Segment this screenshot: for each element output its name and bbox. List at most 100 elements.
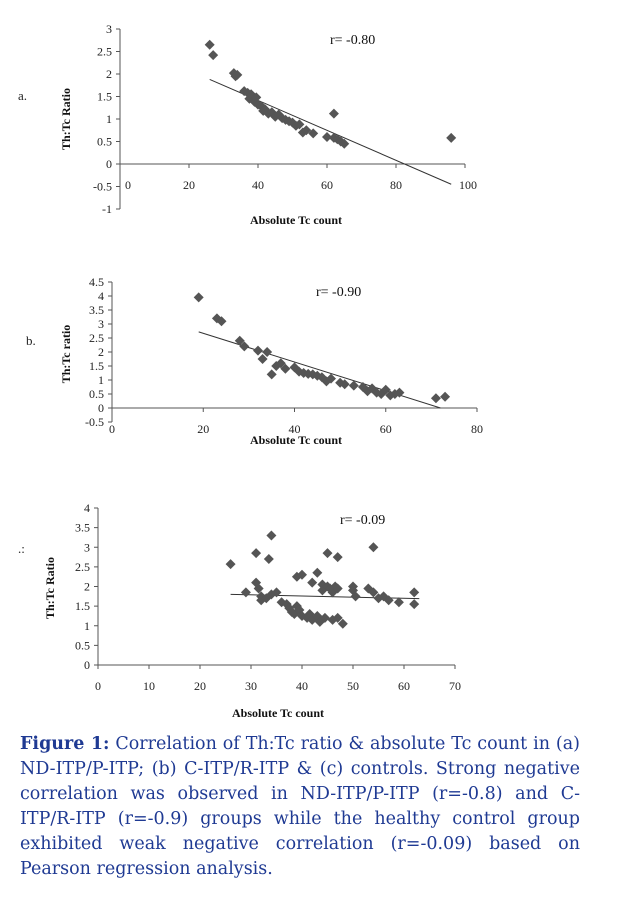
chart1-point bbox=[208, 50, 219, 61]
chart2-point bbox=[239, 341, 250, 352]
chart2-point bbox=[430, 393, 441, 404]
chart3-point bbox=[307, 577, 318, 588]
chart3-x-tick-label: 40 bbox=[296, 679, 308, 693]
chart1-x-tick-label: 100 bbox=[459, 178, 477, 192]
chart2-x-tick-label: 0 bbox=[109, 422, 115, 436]
chart1-point bbox=[294, 119, 305, 130]
chart3-point bbox=[266, 530, 277, 541]
chart2-point bbox=[440, 391, 451, 402]
chart2-trendline bbox=[198, 331, 441, 409]
chart1-correlation-label: r= -0.80 bbox=[330, 33, 375, 48]
chart3-x-tick-label: 10 bbox=[143, 679, 155, 693]
chart2-y-tick-label: 0.5 bbox=[89, 387, 104, 401]
chart1-point bbox=[308, 128, 319, 139]
chart2-point bbox=[266, 369, 277, 380]
chart3-x-tick-label: 0 bbox=[95, 679, 101, 693]
chart3-point bbox=[251, 548, 262, 559]
chart3-point bbox=[271, 587, 282, 598]
chart1-y-tick-label: 1 bbox=[106, 112, 112, 126]
chart1-point bbox=[339, 138, 350, 149]
chart1-x-tick-label: 60 bbox=[321, 178, 333, 192]
chart2-y-axis-label: Th:Tc ratio bbox=[59, 325, 73, 384]
chart3-point bbox=[350, 591, 361, 602]
chart3-point bbox=[312, 567, 323, 578]
chart2-x-tick-label: 60 bbox=[380, 422, 392, 436]
chart3-y-tick-label: 1 bbox=[84, 619, 90, 633]
chart2-point bbox=[234, 335, 245, 346]
chart1-panel-label: a. bbox=[18, 88, 27, 103]
chart2-x-tick-label: 40 bbox=[289, 422, 301, 436]
chart3-point bbox=[225, 559, 236, 570]
chart2-point bbox=[380, 384, 391, 395]
chart2-y-tick-label: 3 bbox=[98, 317, 104, 331]
chart3-point bbox=[368, 542, 379, 553]
figure-caption: Figure 1: Correlation of Th:Tc ratio & a… bbox=[20, 732, 580, 882]
chart3-y-axis-label: Th:Tc Ratio bbox=[43, 557, 57, 619]
chart3-x-tick-label: 20 bbox=[194, 679, 206, 693]
chart2-panel-label: b. bbox=[26, 333, 36, 348]
chart2-y-tick-label: 3.5 bbox=[89, 303, 104, 317]
chart1-y-tick-label: -1 bbox=[102, 202, 112, 216]
chart3-point bbox=[319, 612, 330, 623]
chart1-point bbox=[322, 132, 332, 142]
chart3-x-axis-label: Absolute Tc count bbox=[232, 706, 324, 720]
chart3-point bbox=[263, 554, 274, 565]
chart3-y-tick-label: 3.5 bbox=[75, 521, 90, 535]
chart3-point bbox=[253, 583, 264, 594]
chart3-point bbox=[383, 595, 394, 606]
chart3-point bbox=[332, 612, 343, 623]
chart1-y-tick-label: 3 bbox=[106, 22, 112, 36]
chart3-x-tick-label: 50 bbox=[347, 679, 359, 693]
chart2-y-tick-label: 0 bbox=[98, 401, 104, 415]
chart3-y-tick-label: 4 bbox=[84, 501, 90, 515]
chart3-panel-label: .: bbox=[18, 541, 25, 556]
chart1-y-tick-label: 0.5 bbox=[97, 135, 112, 149]
chart2-point bbox=[262, 347, 273, 357]
chart3-point bbox=[409, 587, 420, 598]
chart2-point bbox=[280, 363, 291, 374]
chart3-point bbox=[297, 569, 307, 580]
chart1-point bbox=[328, 108, 339, 119]
chart3-y-tick-label: 3 bbox=[84, 540, 90, 554]
chart1-x-tick-label: 0 bbox=[125, 178, 131, 192]
chart2-point bbox=[394, 387, 405, 398]
chart1-y-axis-label: Th:Tc Ratio bbox=[59, 88, 73, 150]
chart3-y-tick-label: 2 bbox=[84, 580, 90, 594]
chart1-x-tick-label: 80 bbox=[390, 178, 402, 192]
chart3-point bbox=[393, 597, 404, 608]
chart1-y-tick-label: 2 bbox=[106, 67, 112, 81]
caption-text: Correlation of Th:Tc ratio & absolute Tc… bbox=[20, 734, 580, 879]
chart3-y-tick-label: 0.5 bbox=[75, 638, 90, 652]
chart3-x-tick-label: 70 bbox=[449, 679, 461, 693]
chart3-point bbox=[240, 587, 251, 598]
chart2-point bbox=[275, 358, 286, 369]
chart2-x-axis-label: Absolute Tc count bbox=[250, 433, 342, 447]
chart3-point bbox=[337, 618, 348, 629]
chart2-point bbox=[253, 345, 263, 356]
chart2-y-tick-label: 2 bbox=[98, 345, 104, 359]
chart2-x-tick-label: 20 bbox=[197, 422, 209, 436]
chart1-y-tick-label: 2.5 bbox=[97, 45, 112, 59]
chart2-y-tick-label: 4.5 bbox=[89, 275, 104, 289]
chart2-y-tick-label: 1.5 bbox=[89, 359, 104, 373]
chart2-point bbox=[257, 354, 268, 364]
chart3-point bbox=[368, 587, 379, 598]
chart2-y-tick-label: -0.5 bbox=[85, 415, 104, 429]
chart2-point bbox=[193, 292, 204, 303]
chart3-point bbox=[322, 548, 333, 559]
chart1-point bbox=[251, 92, 262, 103]
chart1-x-tick-label: 20 bbox=[183, 178, 195, 192]
chart3-point bbox=[332, 583, 343, 594]
chart2-point bbox=[326, 373, 336, 384]
chart2-point bbox=[348, 380, 359, 391]
chart2-correlation-label: r= -0.90 bbox=[316, 285, 361, 300]
chart1-point bbox=[232, 69, 243, 80]
chart3-point bbox=[409, 599, 420, 610]
chart1-point bbox=[446, 132, 457, 143]
chart3-y-tick-label: 1.5 bbox=[75, 599, 90, 613]
chart1-x-axis-label: Absolute Tc count bbox=[250, 213, 342, 227]
chart2-point bbox=[339, 379, 350, 390]
chart1-point bbox=[204, 39, 215, 50]
chart3-correlation-label: r= -0.09 bbox=[340, 513, 385, 528]
